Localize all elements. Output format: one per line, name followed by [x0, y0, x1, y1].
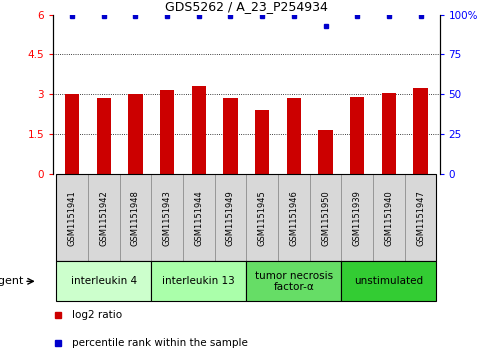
- Bar: [120, 174, 151, 261]
- Bar: [65, 94, 79, 174]
- Bar: [192, 86, 206, 174]
- Bar: [88, 174, 120, 261]
- Text: percentile rank within the sample: percentile rank within the sample: [72, 338, 248, 348]
- Text: GSM1151941: GSM1151941: [68, 190, 77, 246]
- Text: GSM1151950: GSM1151950: [321, 190, 330, 246]
- Text: interleukin 4: interleukin 4: [71, 276, 137, 286]
- Bar: [287, 98, 301, 174]
- Bar: [382, 93, 396, 174]
- Bar: [246, 261, 341, 301]
- Bar: [278, 174, 310, 261]
- Bar: [223, 98, 238, 174]
- Bar: [151, 261, 246, 301]
- Text: GSM1151948: GSM1151948: [131, 190, 140, 246]
- Bar: [318, 130, 333, 174]
- Text: log2 ratio: log2 ratio: [72, 310, 123, 320]
- Bar: [255, 110, 270, 174]
- Bar: [373, 174, 405, 261]
- Bar: [341, 261, 436, 301]
- Bar: [341, 174, 373, 261]
- Bar: [97, 98, 111, 174]
- Text: GSM1151939: GSM1151939: [353, 190, 362, 246]
- Text: GSM1151944: GSM1151944: [194, 190, 203, 246]
- Text: agent: agent: [0, 276, 24, 286]
- Text: GSM1151949: GSM1151949: [226, 190, 235, 246]
- Text: unstimulated: unstimulated: [355, 276, 424, 286]
- Bar: [310, 174, 341, 261]
- Bar: [128, 94, 142, 174]
- Bar: [246, 174, 278, 261]
- Bar: [57, 174, 88, 261]
- Bar: [214, 174, 246, 261]
- Text: GSM1151946: GSM1151946: [289, 190, 298, 246]
- Text: interleukin 13: interleukin 13: [162, 276, 235, 286]
- Text: GSM1151947: GSM1151947: [416, 190, 425, 246]
- Text: GSM1151943: GSM1151943: [163, 190, 171, 246]
- Bar: [160, 90, 174, 174]
- Text: GSM1151940: GSM1151940: [384, 190, 393, 246]
- Text: GSM1151942: GSM1151942: [99, 190, 108, 246]
- Bar: [57, 261, 151, 301]
- Bar: [350, 97, 364, 174]
- Title: GDS5262 / A_23_P254934: GDS5262 / A_23_P254934: [165, 0, 328, 13]
- Bar: [183, 174, 214, 261]
- Bar: [405, 174, 436, 261]
- Text: tumor necrosis
factor-α: tumor necrosis factor-α: [255, 270, 333, 292]
- Bar: [413, 88, 427, 174]
- Bar: [151, 174, 183, 261]
- Text: GSM1151945: GSM1151945: [257, 190, 267, 246]
